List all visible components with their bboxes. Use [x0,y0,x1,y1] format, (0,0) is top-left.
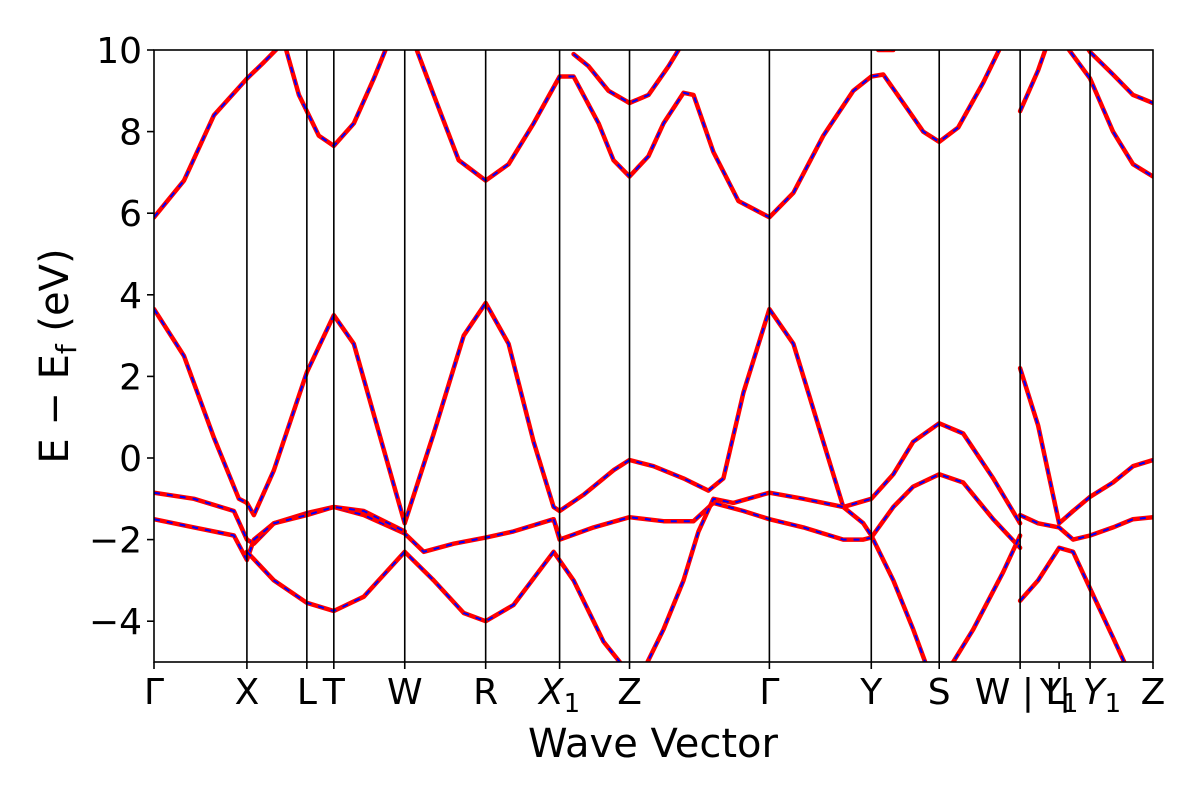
band-line-dashed-2 [415,50,1001,219]
x-axis-ticks: Γ X L T W R X1 Z Γ Y S W | LY1| Y1 Z [144,662,1165,719]
x-tick-label: Z [1141,672,1166,713]
band-line-dashed-14 [952,535,1022,662]
x-tick-label: X1 [537,672,580,719]
x-tick-label: S [928,672,951,713]
band-line-dashed-16 [1019,514,1153,541]
x-tick-label: Y [859,672,883,713]
y-tick-label: 10 [96,31,142,72]
band-line-dashed-5 [1087,50,1153,104]
x-tick-label: R [473,672,498,713]
band-line-dashed-12 [552,518,561,538]
band-line-dashed-11 [246,550,622,662]
x-tick-label: X [235,672,260,713]
band-line-16 [1017,512,1153,542]
y-axis-label-sub: f [50,343,83,354]
x-tick-label: T [322,672,346,713]
band-line-dashed-13 [646,491,927,662]
band-line-4 [1017,50,1048,114]
band-line-3 [571,50,682,106]
x-tick-label: Γ [144,672,164,713]
band-line-dashed-0 [154,50,278,218]
band-line-11 [244,549,623,662]
band-line-6 [1066,50,1153,179]
y-tick-label: 0 [119,439,142,480]
x-tick-label: W [387,672,423,713]
y-axis-label-tail: (eV) [32,248,78,344]
band-line-8 [154,300,1023,526]
y-tick-label: 8 [119,113,142,154]
plot-frame [153,49,1154,663]
band-line-17 [1017,545,1127,662]
band-line-dashed-4 [1019,50,1047,112]
x-tick-label: | Y1 [1059,672,1121,719]
band-line-14 [950,533,1023,662]
y-tick-label: −4 [89,602,142,643]
kpoint-separators [246,50,1091,662]
y-axis-label-main: E − E [32,354,78,464]
band-line-dashed-3 [572,50,680,104]
band-line-dashed-1 [285,50,387,147]
y-tick-label: 2 [119,357,142,398]
x-tick-label: Y1 [1039,672,1079,719]
x-tick-label: W | L [975,672,1066,713]
band-line-dashed-17 [1019,546,1126,662]
y-axis-label: E − Ef (eV) [32,248,83,463]
x-tick-label: L [297,672,317,713]
band-line-dashed-8 [154,302,1021,525]
band-line-dashed-15 [1019,367,1153,525]
band-line-dashed-6 [1067,50,1153,178]
band-line-dashed-10 [154,506,406,561]
y-tick-label: 6 [119,194,142,235]
x-tick-label: Z [617,672,642,713]
band-line-0 [154,50,280,220]
x-tick-label: Γ [759,672,779,713]
y-tick-label: 4 [119,276,142,317]
band-line-9 [154,472,1023,555]
band-lines [154,50,1153,662]
band-line-2 [414,50,1002,220]
y-axis-ticks: −4 −2 0 2 4 6 8 10 [89,31,154,643]
band-line-5 [1085,50,1153,106]
y-tick-label: −2 [89,521,142,562]
band-line-10 [154,504,407,563]
x-axis-label: Wave Vector [528,721,779,767]
